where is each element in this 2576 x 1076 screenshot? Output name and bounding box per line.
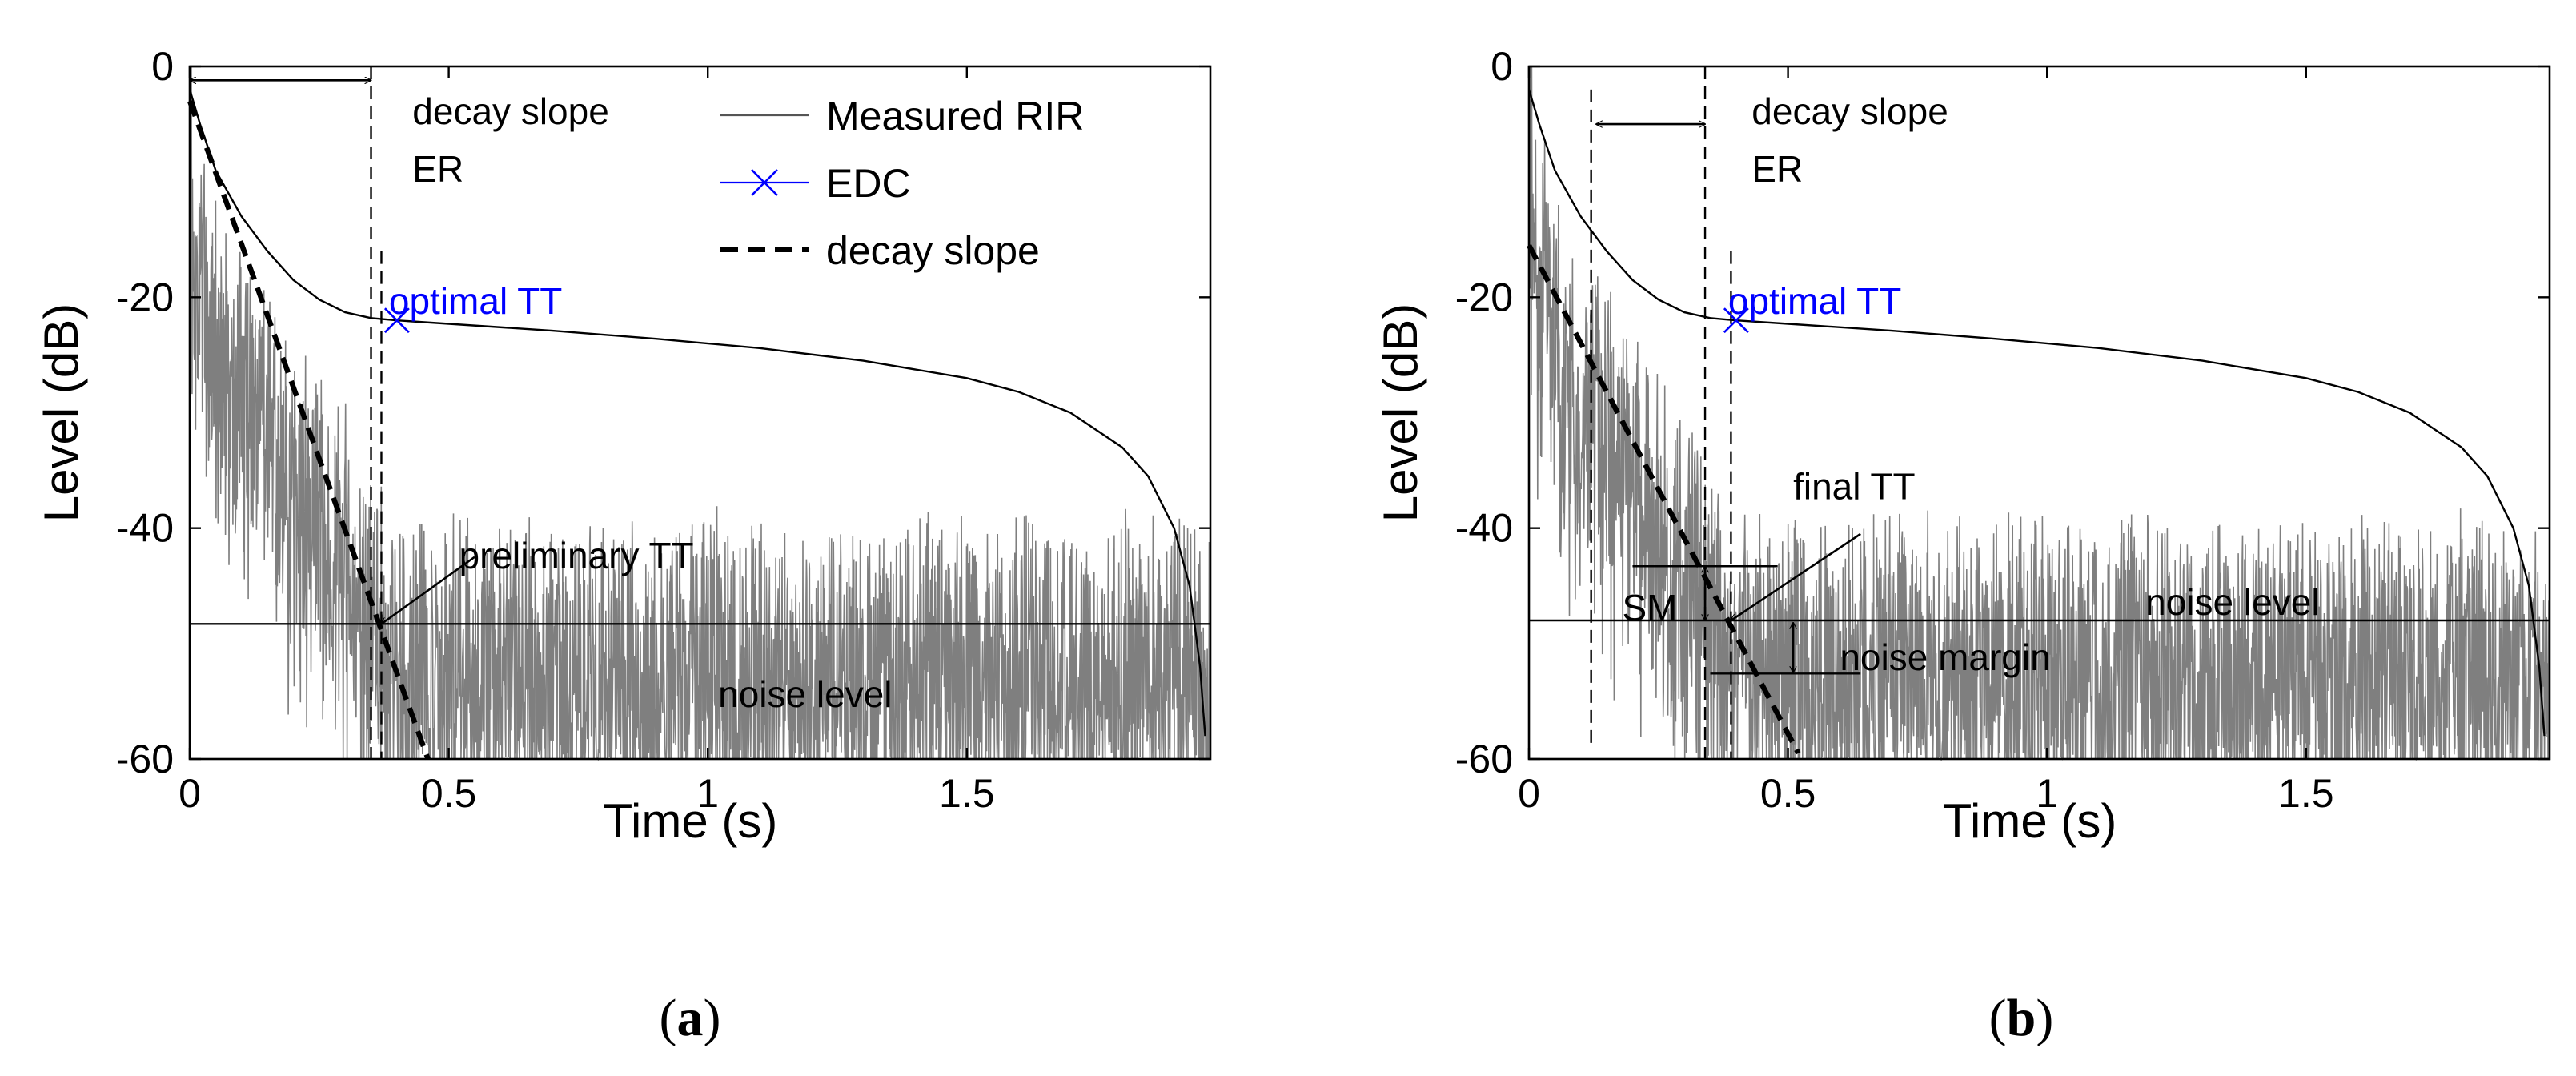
y-tick-label: 0 [1491, 44, 1513, 89]
x-tick-label: 1 [2036, 771, 2058, 816]
panel-a-caption-letter: a [677, 989, 704, 1047]
optimal-tt-label: optimal TT [1728, 280, 1901, 322]
y-axis-label: Level (dB) [34, 303, 88, 522]
axes-frame [1527, 65, 2551, 761]
legend-entry-label: EDC [826, 161, 911, 206]
decay-slope-line [187, 100, 431, 761]
noise-margin-label: noise margin [1840, 636, 2050, 678]
y-tick-label: -60 [1455, 737, 1513, 781]
y-tick-label: -40 [1455, 506, 1513, 551]
y-tick-label: -60 [116, 737, 174, 781]
x-tick-label: 0 [1518, 771, 1540, 816]
y-tick-label: -20 [116, 275, 174, 319]
rir-trace [189, 66, 1211, 762]
x-tick-label: 0.5 [421, 771, 477, 816]
rir-trace [1528, 66, 2550, 761]
decay-slope-line [1527, 243, 1801, 755]
prelim-tt-pointer-arrow [381, 556, 475, 624]
legend: Measured RIR EDC decay slope [720, 94, 1084, 273]
er-label: ER [1751, 148, 1803, 190]
optimal-tt-marker [1723, 307, 1749, 334]
sm-label: SM [1622, 587, 1677, 628]
decay-slope-label: decay slope [412, 90, 609, 132]
decay-slope-label: decay slope [1751, 90, 1948, 132]
optimal-tt-label: optimal TT [389, 280, 562, 322]
x-tick-label: 1.5 [939, 771, 995, 816]
er-label: ER [412, 148, 463, 190]
x-tick-label: 1.5 [2278, 771, 2334, 816]
y-tick-label: -40 [116, 506, 174, 551]
x-tick-label: 0 [179, 771, 201, 816]
axes-frame [188, 65, 1212, 761]
x-axis-label: Time (s) [604, 794, 778, 848]
x-tick-label: 0.5 [1760, 771, 1816, 816]
panel-b-caption-letter: b [2007, 989, 2036, 1047]
edc-curve [1527, 89, 2546, 737]
legend-swatch-edc-marker [751, 169, 778, 196]
panel-b: optimal TT decay slope ER final TT SM noise l… [1374, 44, 2551, 848]
panel-b-caption: (b) [1989, 989, 2054, 1047]
noise-level-label: noise level [2145, 581, 2319, 623]
optimal-tt-marker [383, 307, 410, 334]
final-tt-pointer-arrow [1731, 532, 1861, 620]
x-axis-label: Time (s) [1943, 794, 2117, 848]
legend-entry-label: Measured RIR [826, 94, 1084, 139]
panel-a-caption: (a) [660, 989, 721, 1047]
edc-curve [188, 89, 1206, 737]
legend-entry-label: decay slope [826, 228, 1040, 273]
y-tick-label: -20 [1455, 275, 1513, 319]
final-tt-label: final TT [1793, 466, 1916, 508]
y-axis-label: Level (dB) [1374, 303, 1427, 522]
panel-a: optimal TT decay slope ER preliminary TT noi… [34, 44, 1212, 848]
y-tick-label: 0 [151, 44, 174, 89]
noise-level-label: noise level [718, 673, 892, 715]
preliminary-tt-label: preliminary TT [459, 535, 694, 576]
x-tick-label: 1 [696, 771, 719, 816]
